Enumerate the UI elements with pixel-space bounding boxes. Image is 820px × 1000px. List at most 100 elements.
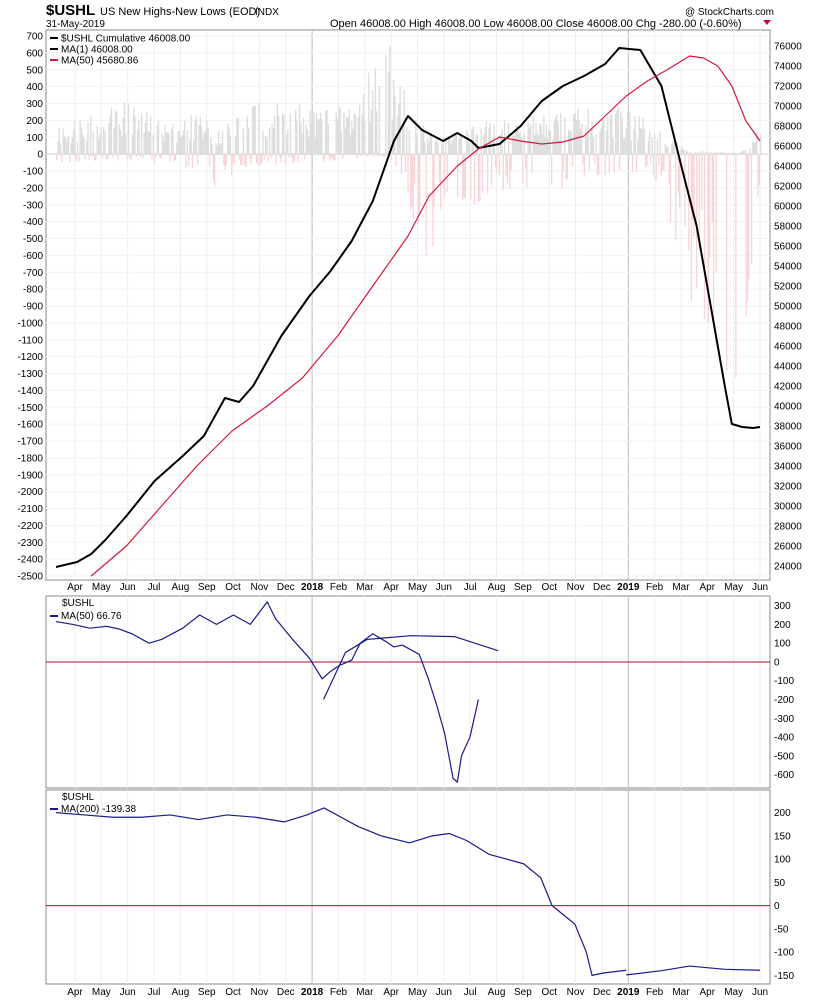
x-tick-label: Aug (488, 582, 506, 593)
legend-entry: MA(1) 46008.00 (61, 45, 133, 56)
histogram-bar (526, 154, 528, 188)
histogram-bar (402, 124, 404, 155)
x-tick-label: May (92, 582, 111, 593)
x-tick-label: Jun (120, 582, 136, 593)
histogram-bar (652, 154, 655, 176)
histogram-bar (293, 154, 296, 162)
x-tick-label: 2019 (617, 987, 640, 998)
right-y-tick-label: 54000 (774, 262, 802, 273)
panel3-y-tick-label: 50 (774, 878, 786, 889)
histogram-bar (651, 137, 653, 155)
histogram-bar (603, 118, 605, 155)
histogram-bar (134, 116, 136, 155)
histogram-bar (568, 129, 570, 155)
histogram-bar (391, 119, 393, 155)
histogram-bar (690, 154, 693, 301)
histogram-bar (156, 125, 158, 155)
histogram-bar (527, 121, 529, 155)
histogram-bar (274, 116, 276, 155)
left-y-tick-label: 500 (26, 65, 43, 76)
histogram-bar (552, 139, 554, 155)
histogram-bar (524, 154, 527, 169)
panel2-y-tick-label: -600 (774, 770, 794, 781)
panel3-y-tick-label: -100 (774, 948, 794, 959)
left-y-tick-label: 400 (26, 82, 43, 93)
histogram-bar (621, 118, 623, 155)
histogram-bar (374, 67, 376, 155)
histogram-bar (127, 102, 130, 155)
histogram-bar (400, 154, 403, 175)
histogram-bar (417, 154, 420, 224)
histogram-bar (353, 113, 356, 155)
histogram-bar (228, 128, 230, 155)
histogram-bar (168, 132, 170, 155)
histogram-bar (696, 154, 698, 288)
histogram-bar (432, 154, 434, 247)
histogram-bar (155, 154, 157, 158)
left-y-tick-label: -1200 (17, 352, 43, 363)
histogram-bar (190, 114, 192, 155)
x-tick-label: Sep (198, 987, 216, 998)
histogram-bar (660, 154, 663, 176)
histogram-bar (106, 154, 109, 160)
histogram-bar (428, 141, 430, 155)
right-y-tick-label: 68000 (774, 122, 802, 133)
histogram-bar (584, 125, 587, 155)
histogram-bar (366, 154, 369, 157)
histogram-bar (684, 154, 686, 227)
histogram-bar (392, 80, 395, 155)
x-tick-label: Aug (488, 987, 506, 998)
histogram-bar (181, 135, 183, 155)
histogram-bar (114, 109, 117, 155)
histogram-bar (259, 154, 262, 165)
histogram-bar (182, 130, 184, 155)
histogram-bar (420, 129, 422, 155)
x-tick-label: Mar (672, 582, 690, 593)
histogram-bar (61, 154, 63, 163)
panel3-y-tick-label: -50 (774, 924, 789, 935)
panel3-y-tick-label: 100 (774, 855, 791, 866)
histogram-bar (647, 140, 649, 155)
histogram-bar (89, 116, 92, 155)
histogram-bar (467, 133, 469, 155)
histogram-bar (122, 117, 124, 155)
histogram-bar (67, 135, 70, 155)
histogram-bar (91, 154, 93, 157)
chart-exchange: INDX (255, 7, 279, 18)
histogram-bar (317, 119, 319, 155)
panel3-y-tick-label: 200 (774, 808, 791, 819)
histogram-bar (728, 153, 730, 155)
histogram-bar (210, 138, 212, 155)
histogram-bar (121, 136, 123, 155)
histogram-bar (300, 123, 302, 155)
histogram-bar (658, 154, 660, 166)
x-tick-label: Apr (383, 582, 399, 593)
histogram-bar (165, 132, 168, 155)
histogram-bar (59, 143, 62, 155)
histogram-bar (140, 113, 143, 155)
histogram-bar (557, 121, 559, 155)
histogram-bar (743, 150, 745, 155)
histogram-bar (189, 139, 191, 155)
x-tick-label: Oct (225, 582, 241, 593)
histogram-bar (352, 128, 354, 155)
histogram-bar (573, 114, 575, 155)
histogram-bar (754, 141, 757, 155)
histogram-bar (715, 154, 717, 273)
panel2-y-tick-label: -500 (774, 751, 794, 762)
histogram-bar (599, 131, 601, 155)
right-y-tick-label: 70000 (774, 102, 802, 113)
histogram-bar (266, 138, 268, 155)
histogram-bar (409, 154, 412, 210)
histogram-bar (287, 129, 289, 155)
histogram-bar (368, 72, 370, 155)
histogram-bar (105, 154, 107, 159)
histogram-bar (689, 152, 691, 155)
panel2-y-tick-label: -200 (774, 695, 794, 706)
histogram-bar (487, 154, 489, 194)
panel3-ma200-line-tail (626, 965, 761, 976)
histogram-bar (535, 123, 537, 155)
histogram-bar (110, 107, 113, 155)
histogram-bar (231, 154, 233, 175)
